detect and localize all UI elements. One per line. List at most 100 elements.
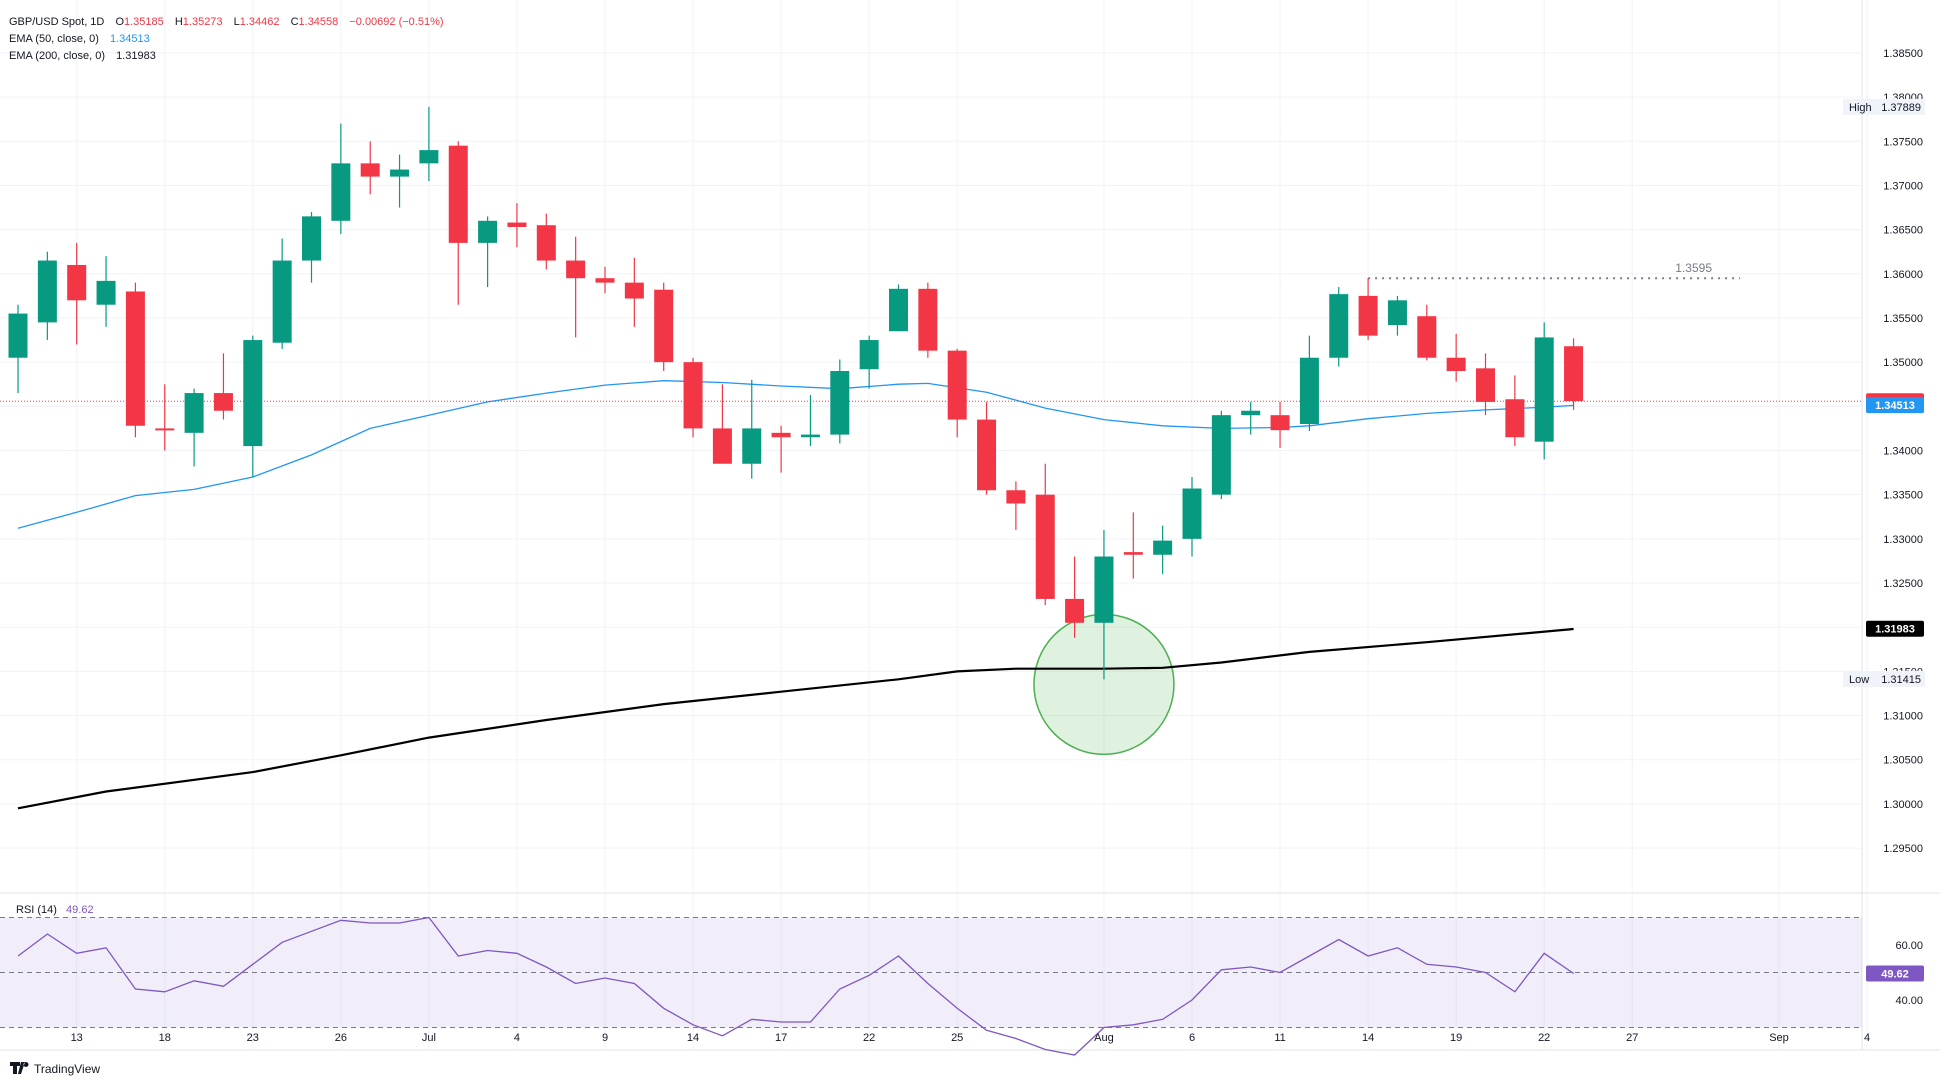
- x-tick-label: 22: [1538, 1032, 1550, 1044]
- x-tick-label: 4: [514, 1032, 520, 1044]
- price-tags: 1.345581.345131.3198349.62High1.37889Low…: [1843, 98, 1925, 982]
- ema50-tag-bg: [1866, 397, 1924, 414]
- y-tick-label: 1.34000: [1883, 446, 1923, 458]
- candle-body: [1123, 552, 1143, 555]
- legend-change: −0.00692 (−0.51%): [349, 16, 443, 28]
- candle-body: [654, 289, 674, 363]
- candle-body: [977, 419, 997, 491]
- legend-ema50-label: EMA (50, close, 0): [9, 33, 99, 45]
- ema200-line: [17, 627, 1574, 810]
- candle-body: [683, 362, 703, 429]
- candle-body: [1387, 300, 1407, 326]
- candle-body: [155, 428, 175, 431]
- y-tick-label: 1.33000: [1883, 534, 1923, 546]
- low-marker-bg: [1843, 670, 1925, 687]
- candle-body: [536, 225, 556, 261]
- x-tick-label: 13: [71, 1032, 83, 1044]
- candle-body: [1476, 368, 1495, 402]
- x-tick-label: 6: [1189, 1032, 1195, 1044]
- candle-body: [1035, 494, 1055, 599]
- legend-ema200-label: EMA (200, close, 0): [9, 50, 105, 62]
- rsi-legend: RSI (14) 49.62: [16, 904, 94, 916]
- candle-body: [243, 340, 263, 447]
- ema200-tag-bg: [1866, 620, 1924, 637]
- rsi-pane: [0, 916, 1862, 1056]
- svg-text:GBP/USD Spot, 1D O1.3518: GBP/USD Spot, 1D O1.35185 H1.35273 L1.34…: [9, 16, 444, 28]
- x-tick-label: 26: [335, 1032, 347, 1044]
- candle-body: [1446, 357, 1466, 371]
- y-tick-label: 1.32500: [1883, 578, 1923, 590]
- candle-body: [272, 260, 292, 343]
- x-tick-label: Jul: [422, 1032, 436, 1044]
- candle-body: [918, 288, 938, 351]
- x-tick-label: 27: [1626, 1032, 1638, 1044]
- candle-body: [478, 220, 498, 243]
- low-marker-value: 1.31415: [1881, 674, 1921, 686]
- candle-body: [360, 163, 380, 177]
- legend-l: 1.34462: [240, 16, 280, 28]
- candle-body: [595, 278, 615, 283]
- tradingview-logo-icon: [10, 1062, 29, 1074]
- x-tick-label: 17: [775, 1032, 787, 1044]
- candle-body: [1417, 316, 1437, 358]
- candle-body: [1299, 357, 1319, 424]
- candle-body: [125, 291, 145, 426]
- legend-o-label: O: [115, 16, 124, 28]
- y-tick-label: 1.37500: [1883, 136, 1923, 148]
- legend-c-label: C: [291, 16, 299, 28]
- x-tick-label: 9: [602, 1032, 608, 1044]
- legend-ema50-value: 1.34513: [110, 33, 150, 45]
- y-tick-label: 1.37000: [1883, 180, 1923, 192]
- candle-body: [331, 163, 351, 221]
- y-tick-label: 1.38500: [1883, 48, 1923, 60]
- candle-body: [1270, 415, 1290, 431]
- low-marker-label: Low: [1849, 674, 1869, 686]
- x-tick-label: 25: [951, 1032, 963, 1044]
- ema200-tag: 1.31983: [1875, 624, 1915, 636]
- x-tick-label: 18: [159, 1032, 171, 1044]
- ema50-tag: 1.34513: [1875, 400, 1915, 412]
- x-tick-label: 19: [1450, 1032, 1462, 1044]
- candle-body: [1564, 346, 1584, 402]
- candle-body: [742, 428, 762, 464]
- svg-text:EMA (50, close, 0) 1.345: EMA (50, close, 0) 1.34513: [9, 33, 150, 45]
- candle-body: [1211, 415, 1231, 495]
- legend-l-label: L: [234, 16, 240, 28]
- tradingview-logo[interactable]: TradingView: [10, 1062, 100, 1076]
- y-tick-label: 1.30000: [1883, 799, 1923, 811]
- x-tick-label: 4: [1864, 1032, 1870, 1044]
- candle-body: [800, 434, 820, 438]
- x-tick-label: 11: [1274, 1032, 1285, 1044]
- tradingview-logo-text: TradingView: [34, 1062, 100, 1076]
- high-marker-bg: [1843, 98, 1925, 115]
- candle-body: [390, 169, 410, 177]
- y-tick-label: 1.29500: [1883, 843, 1923, 855]
- candle-body: [624, 282, 644, 299]
- rsi-value: 49.62: [66, 904, 94, 916]
- candle-body: [1065, 598, 1085, 623]
- rsi-tick-label: 60.00: [1895, 940, 1923, 952]
- candle-body: [1534, 337, 1554, 442]
- high-marker-label: High: [1849, 102, 1872, 114]
- x-tick-label: 14: [1362, 1032, 1374, 1044]
- candle-body: [771, 432, 791, 438]
- candle-body: [947, 350, 967, 420]
- legend-h: 1.35273: [183, 16, 223, 28]
- y-tick-label: 1.30500: [1883, 755, 1923, 767]
- candle-body: [830, 370, 850, 435]
- candle-body: [184, 393, 204, 433]
- candle-body: [1358, 295, 1378, 336]
- x-tick-label: 14: [687, 1032, 699, 1044]
- y-tick-label: 1.36000: [1883, 269, 1923, 281]
- candle-body: [1241, 410, 1261, 416]
- candle-body: [448, 145, 468, 243]
- high-marker-value: 1.37889: [1881, 102, 1921, 114]
- candle-body: [1505, 399, 1525, 438]
- candle-body: [67, 264, 87, 301]
- legend-h-label: H: [175, 16, 183, 28]
- legend-o: 1.35185: [124, 16, 164, 28]
- candle-body: [859, 340, 879, 370]
- y-tick-label: 1.35500: [1883, 313, 1923, 325]
- x-tick-label: Aug: [1094, 1032, 1114, 1044]
